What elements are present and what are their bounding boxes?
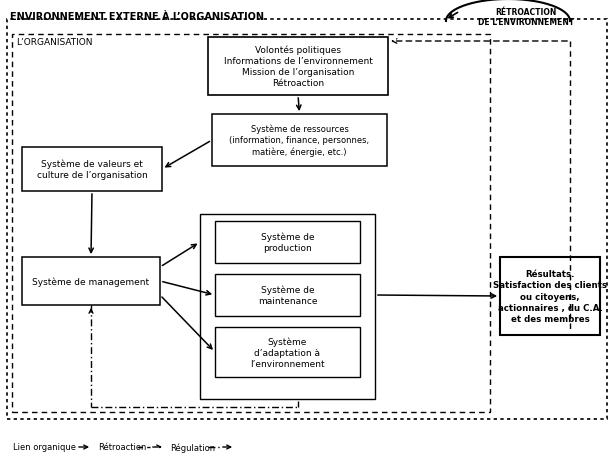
Bar <box>500 257 600 335</box>
Text: Système de management: Système de management <box>33 277 150 286</box>
Bar <box>12 35 490 412</box>
Text: Système de
maintenance: Système de maintenance <box>258 285 317 306</box>
Text: Système de ressources
(information, finance, personnes,
matière, énergie, etc.): Système de ressources (information, fina… <box>230 124 370 157</box>
Text: Résultats.
Satisfaction des clients
ou citoyens,
actionnaires , du C.A.
et des m: Résultats. Satisfaction des clients ou c… <box>493 270 607 323</box>
Text: Régulation: Régulation <box>170 442 215 452</box>
Bar <box>7 20 607 419</box>
Bar <box>208 38 388 96</box>
Bar <box>22 257 160 305</box>
Text: Rétroaction: Rétroaction <box>98 442 146 452</box>
Text: Système
d’adaptation à
l’environnement: Système d’adaptation à l’environnement <box>250 336 325 368</box>
Bar <box>22 148 162 191</box>
Bar <box>200 214 375 399</box>
Text: Système de valeurs et
culture de l’organisation: Système de valeurs et culture de l’organ… <box>37 159 147 180</box>
Text: Système de
production: Système de production <box>261 232 314 253</box>
Text: ENVIRONNEMENT EXTERNE À L’ORGANISATION: ENVIRONNEMENT EXTERNE À L’ORGANISATION <box>10 12 264 22</box>
Text: Volontés politiques
Informations de l’environnement
Mission de l’organisation
Ré: Volontés politiques Informations de l’en… <box>223 45 373 88</box>
Bar <box>215 222 360 263</box>
Text: L’ORGANISATION: L’ORGANISATION <box>16 38 93 47</box>
Text: RÉTROACTION
DE L’ENVIRONNEMENT: RÉTROACTION DE L’ENVIRONNEMENT <box>478 8 574 28</box>
Bar <box>215 327 360 377</box>
Text: Lien organique: Lien organique <box>13 442 76 452</box>
Bar <box>212 115 387 167</box>
Bar <box>215 274 360 316</box>
